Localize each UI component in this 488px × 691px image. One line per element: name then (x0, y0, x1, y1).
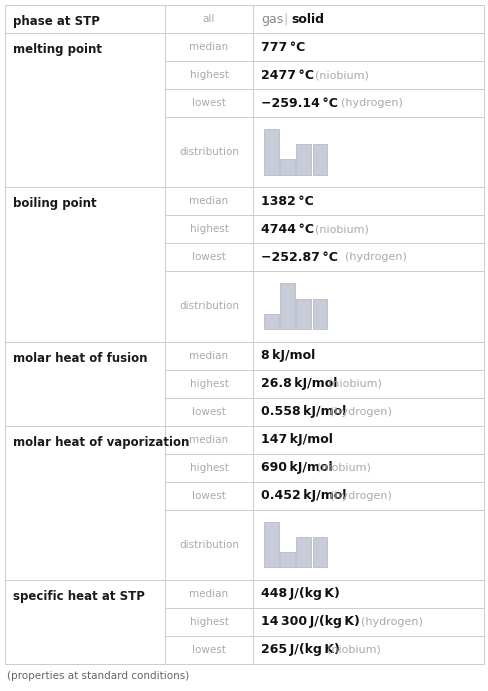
Text: median: median (189, 435, 228, 445)
Text: highest: highest (189, 70, 228, 80)
Bar (296, 537, 310, 567)
Text: distribution: distribution (179, 147, 239, 158)
Text: highest: highest (189, 617, 228, 627)
Bar (312, 299, 326, 329)
Text: 1382 °C: 1382 °C (261, 195, 313, 208)
Bar (263, 314, 278, 329)
Text: distribution: distribution (179, 540, 239, 550)
Text: median: median (189, 589, 228, 599)
Text: highest: highest (189, 463, 228, 473)
Text: boiling point: boiling point (13, 197, 97, 210)
Text: lowest: lowest (192, 645, 225, 655)
Text: 690 kJ/mol: 690 kJ/mol (261, 461, 332, 474)
Text: (hydrogen): (hydrogen) (340, 98, 402, 108)
Text: |: | (283, 12, 286, 26)
Text: (niobium): (niobium) (326, 645, 380, 655)
Text: highest: highest (189, 379, 228, 388)
Bar (312, 537, 326, 567)
Text: melting point: melting point (13, 43, 102, 56)
Text: −252.87 °C: −252.87 °C (261, 251, 337, 264)
Text: 777 °C: 777 °C (261, 41, 305, 54)
Bar (280, 160, 294, 175)
Text: lowest: lowest (192, 491, 225, 501)
Text: median: median (189, 350, 228, 361)
Text: (niobium): (niobium) (314, 225, 368, 234)
Text: (niobium): (niobium) (327, 379, 381, 388)
Text: 14 300 J/(kg K): 14 300 J/(kg K) (261, 616, 359, 628)
Bar (296, 144, 310, 175)
Text: molar heat of fusion: molar heat of fusion (13, 352, 147, 365)
Bar (296, 299, 310, 329)
Text: highest: highest (189, 225, 228, 234)
Text: all: all (203, 14, 215, 24)
Text: 26.8 kJ/mol: 26.8 kJ/mol (261, 377, 337, 390)
Bar (280, 283, 294, 329)
Text: 265 J/(kg K): 265 J/(kg K) (261, 643, 339, 656)
Bar (312, 144, 326, 175)
Text: 2477 °C: 2477 °C (261, 68, 313, 82)
Text: 147 kJ/mol: 147 kJ/mol (261, 433, 332, 446)
Text: molar heat of vaporization: molar heat of vaporization (13, 435, 189, 448)
Text: (hydrogen): (hydrogen) (345, 252, 406, 263)
Bar (263, 522, 278, 567)
Text: lowest: lowest (192, 406, 225, 417)
Text: lowest: lowest (192, 98, 225, 108)
Text: solid: solid (290, 12, 324, 26)
Text: 0.452 kJ/mol: 0.452 kJ/mol (261, 489, 346, 502)
Text: median: median (189, 42, 228, 52)
Text: 448 J/(kg K): 448 J/(kg K) (261, 587, 339, 600)
Bar (280, 552, 294, 567)
Text: gas: gas (261, 12, 283, 26)
Text: lowest: lowest (192, 252, 225, 263)
Text: (hydrogen): (hydrogen) (329, 491, 391, 501)
Text: (hydrogen): (hydrogen) (360, 617, 422, 627)
Text: (properties at standard conditions): (properties at standard conditions) (7, 671, 189, 681)
Text: (niobium): (niobium) (314, 70, 368, 80)
Text: 8 kJ/mol: 8 kJ/mol (261, 349, 315, 362)
Text: (hydrogen): (hydrogen) (329, 406, 391, 417)
Text: specific heat at STP: specific heat at STP (13, 590, 144, 603)
Text: −259.14 °C: −259.14 °C (261, 97, 337, 110)
Bar (263, 129, 278, 175)
Text: 0.558 kJ/mol: 0.558 kJ/mol (261, 405, 346, 418)
Text: median: median (189, 196, 228, 207)
Text: (niobium): (niobium) (316, 463, 370, 473)
Text: 4744 °C: 4744 °C (261, 223, 313, 236)
Text: phase at STP: phase at STP (13, 15, 100, 28)
Text: distribution: distribution (179, 301, 239, 312)
